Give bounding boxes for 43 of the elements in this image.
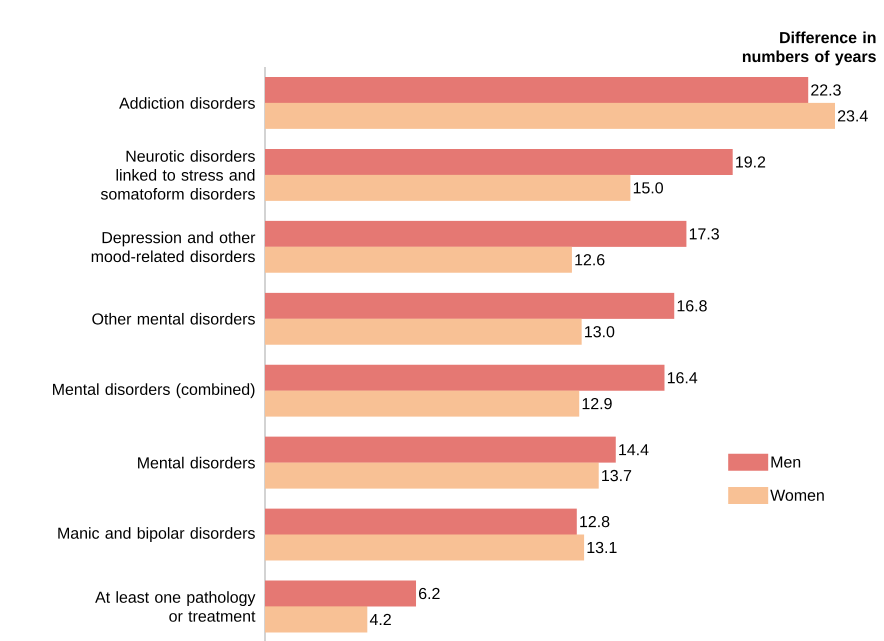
y-tick-label: Mental disorders (combined) (53, 383, 254, 398)
data-label: 15.0 (634, 182, 663, 194)
y-tick-label: Neurotic disorders linked to stress and somatoform disorders (100, 150, 255, 200)
y-tick-label: Other mental disorders (92, 312, 255, 325)
y-tick-label: Depression and other mood-related disorders (92, 232, 256, 262)
bar (265, 436, 616, 463)
bar (265, 77, 808, 104)
data-label: 16.8 (678, 300, 707, 312)
bar (265, 102, 836, 129)
data-label: 12.9 (582, 398, 612, 410)
bar (265, 148, 733, 175)
y-tick-label: At least one pathology or treatment (95, 591, 256, 622)
bar (265, 534, 584, 561)
y-tick-label: Manic and bipolar disorders (58, 527, 255, 542)
data-label: 22.3 (811, 84, 841, 96)
bar (265, 462, 599, 489)
data-label: 12.8 (580, 516, 610, 528)
bar (265, 292, 674, 319)
bar (265, 318, 582, 345)
data-label: 19.2 (736, 156, 766, 168)
data-label: 13.7 (602, 470, 632, 482)
bar (265, 606, 368, 632)
legend-label: Men (771, 456, 800, 468)
data-label: 12.6 (575, 254, 604, 266)
bar (265, 220, 686, 247)
bar (265, 174, 630, 201)
x-axis-title: Difference in numbers of years (742, 32, 876, 66)
legend-label: Women (770, 490, 824, 501)
bar (265, 364, 664, 391)
bar (265, 580, 416, 607)
y-tick-label: Addiction disorders (119, 97, 255, 109)
data-label: 17.3 (690, 228, 719, 240)
data-label: 4.2 (370, 614, 391, 625)
data-label: 23.4 (838, 110, 868, 122)
bar (265, 390, 580, 417)
y-tick-label: Mental disorders (138, 456, 255, 468)
data-label: 6.2 (419, 588, 440, 600)
data-label: 13.1 (588, 542, 617, 554)
data-label: 13.0 (585, 326, 614, 338)
bar (265, 246, 572, 273)
bar (265, 508, 577, 535)
data-label: 14.4 (619, 444, 649, 456)
data-label: 16.4 (668, 372, 698, 384)
